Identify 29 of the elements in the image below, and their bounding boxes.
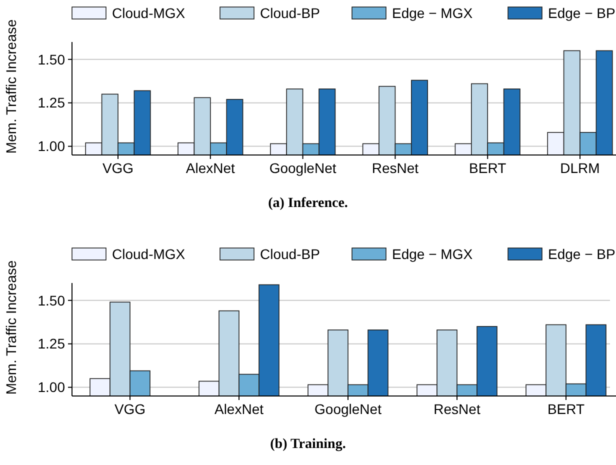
x-tick-label: DLRM [560, 160, 600, 176]
y-tick-label: 1.00 [38, 379, 66, 396]
x-tick-label: BERT [469, 160, 507, 176]
x-tick-label: GoogleNet [314, 401, 382, 417]
text: (a) Inference. [268, 196, 348, 211]
text: (b) Training. [270, 437, 346, 452]
legend-label: Cloud-BP [260, 246, 320, 262]
y-tick-label: 1.50 [38, 51, 66, 68]
y-tick-label: 1.50 [38, 292, 66, 308]
x-tick-label: AlexNet [186, 160, 236, 176]
legend-label: Edge − MGX [392, 246, 474, 262]
x-tick-label: BERT [547, 401, 585, 417]
x-tick-label: ResNet [434, 401, 480, 417]
legend-label: Edge − MGX [392, 5, 474, 21]
y-tick-label: 1.00 [38, 138, 66, 154]
legend-label: Cloud-BP [260, 5, 320, 21]
x-tick-label: AlexNet [214, 401, 264, 417]
x-tick-label: ResNet [372, 160, 419, 176]
y-axis-title: Mem. Traffic Increase [3, 260, 19, 395]
legend-label: Cloud-MGX [112, 5, 186, 21]
y-axis-title: Mem. Traffic Increase [3, 19, 19, 154]
y-tick-label: 1.25 [38, 336, 66, 352]
y-tick-label: 1.25 [38, 94, 66, 111]
x-tick-label: VGG [102, 160, 134, 176]
x-tick-label: VGG [114, 401, 146, 417]
legend-label: Cloud-MGX [112, 246, 186, 262]
x-tick-label: GoogleNet [269, 160, 336, 176]
legend-label: Edge − BP [548, 5, 616, 21]
legend-label: Edge − BP [548, 246, 616, 262]
